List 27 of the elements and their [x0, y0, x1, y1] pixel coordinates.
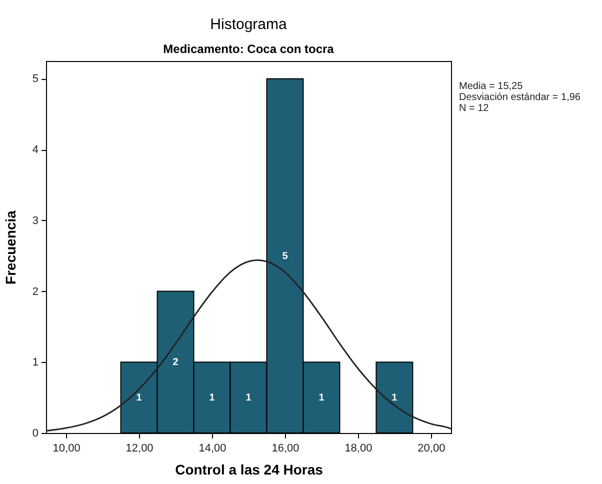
y-axis-title: Frecuencia [2, 210, 18, 284]
chart-title: Histograma [210, 16, 288, 33]
data-label: 2 [172, 357, 179, 368]
y-tick-label: 5 [32, 73, 38, 86]
x-tick-label: 10,00 [52, 442, 80, 454]
y-tick-label: 4 [32, 144, 38, 156]
x-tick-label: 20,00 [418, 442, 446, 454]
x-tick-label: 18,00 [344, 442, 372, 454]
x-tick-label: 16,00 [272, 442, 300, 454]
data-label: 5 [282, 250, 288, 262]
chart-subtitle: Medicamento: Coca con tocra [163, 42, 334, 56]
text: Media = 15,25 [459, 81, 524, 92]
data-label: 1 [136, 392, 142, 404]
x-axis-title: Control a las 24 Horas [175, 462, 324, 478]
x-tick-label: 12,00 [126, 442, 154, 454]
data-label: 1 [318, 392, 325, 404]
data-label: 1 [209, 392, 216, 404]
x-tick-label: 14,00 [198, 442, 226, 454]
line-series [46, 259, 451, 432]
data-label: 1 [392, 392, 398, 404]
text: N = 12 [459, 103, 490, 114]
y-tick-label: 3 [32, 214, 38, 227]
y-tick-label: 0 [32, 428, 38, 440]
text: Desviación estándar = 1,96 [459, 92, 581, 103]
y-tick-label: 2 [32, 286, 38, 298]
data-label: 1 [246, 392, 252, 404]
y-tick-label: 1 [32, 356, 38, 369]
